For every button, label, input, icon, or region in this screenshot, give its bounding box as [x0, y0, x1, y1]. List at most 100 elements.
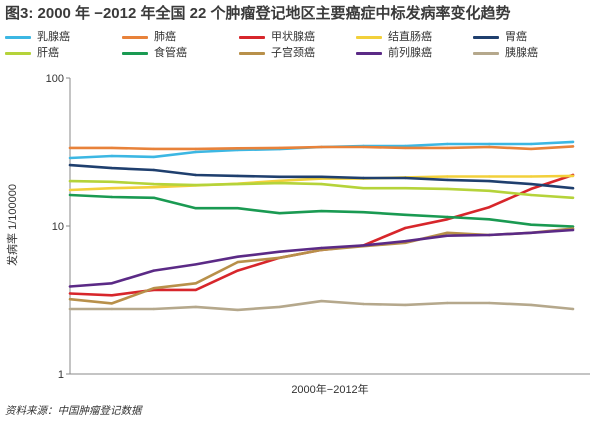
- data-point: [68, 163, 72, 167]
- series-stomach-cancer: [68, 163, 575, 190]
- data-point: [320, 182, 323, 186]
- data-point: [362, 244, 365, 247]
- data-point: [110, 146, 114, 150]
- data-point: [152, 287, 155, 290]
- data-point: [152, 307, 155, 311]
- data-point: [320, 246, 323, 250]
- data-point: [571, 196, 575, 199]
- legend-label: 肺癌: [154, 31, 176, 43]
- legend-item-liver-cancer: 肝癌: [5, 45, 122, 61]
- data-point: [236, 147, 239, 150]
- data-point: [278, 250, 281, 253]
- series-pancreatic-cancer: [68, 299, 575, 312]
- data-point: [488, 206, 491, 209]
- legend-item-pancreatic-cancer: 胰腺癌: [473, 45, 590, 61]
- data-point: [446, 187, 449, 191]
- legend-item-colorectal-cancer: 结直肠癌: [356, 29, 473, 45]
- legend-swatch: [5, 51, 31, 55]
- data-point: [529, 231, 533, 234]
- data-point: [404, 226, 407, 230]
- data-point: [68, 188, 72, 192]
- data-point: [278, 212, 281, 215]
- data-point: [194, 305, 197, 309]
- data-point: [362, 187, 365, 190]
- data-point: [152, 155, 155, 159]
- data-point: [446, 231, 449, 234]
- legend: 乳腺癌 肺癌 甲状腺癌 结直肠癌 胃癌 肝癌 食管癌 子宫颈癌: [5, 29, 590, 61]
- data-point: [529, 223, 533, 226]
- series-cervical-cancer: [68, 227, 575, 305]
- data-point: [278, 175, 281, 178]
- data-point: [404, 240, 407, 243]
- data-point: [571, 174, 575, 178]
- data-point: [571, 187, 575, 190]
- data-point: [488, 218, 491, 221]
- series-line-prostate-cancer: [68, 228, 575, 288]
- data-point: [194, 147, 197, 151]
- legend-item-cervical-cancer: 子宫颈癌: [239, 45, 356, 61]
- data-point: [194, 150, 197, 154]
- data-point: [236, 174, 239, 178]
- y-axis-ticks: 1 10 100: [46, 73, 70, 381]
- data-point: [236, 182, 239, 186]
- data-point: [571, 228, 575, 232]
- legend-label: 结直肠癌: [388, 31, 432, 43]
- legend-label: 前列腺癌: [388, 47, 432, 59]
- legend-swatch: [239, 51, 265, 55]
- data-point: [68, 179, 72, 183]
- data-point: [446, 146, 449, 150]
- data-point: [110, 195, 114, 199]
- data-point: [404, 176, 407, 180]
- data-point: [194, 263, 197, 266]
- data-point: [152, 196, 155, 199]
- data-point: [68, 307, 72, 311]
- legend-swatch: [473, 51, 499, 55]
- data-point: [110, 302, 114, 305]
- legend-item-breast-cancer: 乳腺癌: [5, 29, 122, 45]
- data-point: [194, 183, 197, 187]
- data-point: [68, 292, 72, 295]
- data-point: [110, 154, 114, 158]
- data-point: [110, 282, 114, 285]
- data-point: [529, 193, 533, 197]
- data-point: [529, 142, 533, 146]
- data-point: [110, 166, 114, 170]
- data-point: [152, 168, 155, 172]
- data-point: [488, 189, 491, 192]
- data-point: [236, 207, 239, 210]
- series-lines: [68, 140, 575, 312]
- chart-title: 图3: 2000 年 −2012 年全国 22 个肿瘤登记地区主要癌症中标发病率…: [5, 5, 511, 22]
- series-line-cervical-cancer: [68, 227, 575, 305]
- legend-label: 乳腺癌: [37, 31, 70, 43]
- data-point: [152, 147, 155, 151]
- data-point: [488, 233, 491, 237]
- data-point: [278, 181, 281, 185]
- data-point: [110, 187, 114, 190]
- data-point: [404, 146, 407, 150]
- legend-swatch: [356, 35, 382, 39]
- data-point: [488, 145, 491, 149]
- legend-swatch: [239, 35, 265, 39]
- data-point: [278, 146, 281, 150]
- data-point: [404, 213, 407, 216]
- data-point: [236, 308, 239, 312]
- data-point: [529, 147, 533, 151]
- data-point: [362, 302, 365, 306]
- data-point: [278, 256, 281, 259]
- data-point: [278, 179, 281, 182]
- data-point: [320, 145, 323, 149]
- data-point: [320, 209, 323, 213]
- data-point: [320, 175, 323, 178]
- data-point: [488, 301, 491, 305]
- source-note: 资料来源：中国肿瘤登记数据: [5, 405, 142, 417]
- data-point: [68, 285, 72, 288]
- legend-label: 甲状腺癌: [271, 31, 315, 43]
- data-point: [320, 299, 323, 303]
- y-tick-label: 100: [46, 73, 64, 85]
- legend-item-esophageal-cancer: 食管癌: [122, 45, 239, 61]
- legend-label: 肝癌: [37, 47, 59, 59]
- data-point: [68, 298, 72, 301]
- legend-item-prostate-cancer: 前列腺癌: [356, 45, 473, 61]
